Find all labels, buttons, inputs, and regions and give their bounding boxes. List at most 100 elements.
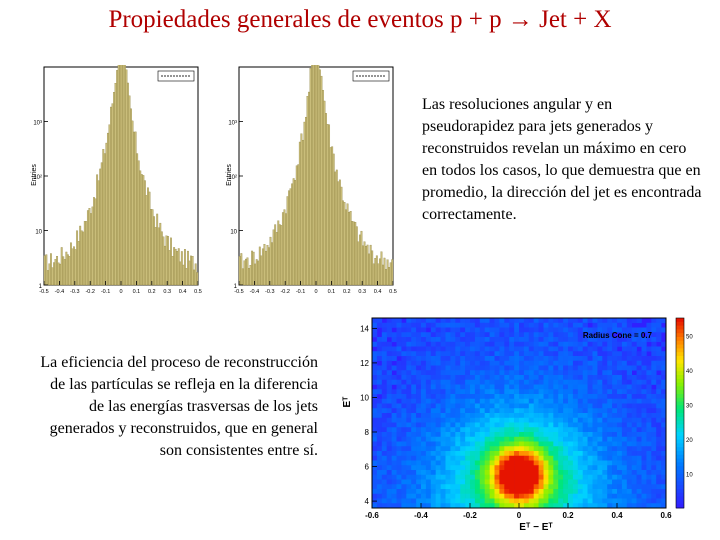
- heatmap-cell: [455, 479, 461, 485]
- heatmap-cell: [533, 474, 539, 480]
- heatmap-cell: [479, 498, 485, 504]
- heatmap-cell: [607, 479, 613, 485]
- heatmap-cell: [641, 351, 647, 357]
- heatmap-cell: [445, 417, 451, 423]
- heatmap-cell: [533, 327, 539, 333]
- heatmap-cell: [626, 427, 632, 433]
- heatmap-cell: [602, 365, 608, 371]
- heatmap-cell: [430, 365, 436, 371]
- heatmap-cell: [641, 451, 647, 457]
- heatmap-cell: [381, 413, 387, 419]
- heatmap-cell: [396, 465, 402, 471]
- heatmap-cell: [514, 436, 520, 442]
- heatmap-cell: [641, 360, 647, 366]
- heatmap-cell: [592, 322, 598, 328]
- heatmap-cell: [656, 318, 662, 324]
- heatmap-cell: [626, 436, 632, 442]
- heatmap-cell: [612, 432, 618, 438]
- heatmap-cell: [563, 322, 569, 328]
- hist-bar: [133, 131, 136, 286]
- heatmap-cell: [661, 375, 667, 381]
- heatmap-cell: [440, 493, 446, 499]
- heatmap-cell: [641, 493, 647, 499]
- heatmap-cell: [543, 337, 549, 343]
- heatmap-cell: [494, 432, 500, 438]
- heatmap-cell: [504, 436, 510, 442]
- heatmap-cell: [430, 318, 436, 324]
- heatmap-cell: [523, 484, 530, 490]
- heatmap-cell: [656, 375, 662, 381]
- heatmap-cell: [602, 337, 608, 343]
- heatmap-cell: [602, 379, 608, 385]
- heatmap-cell: [661, 498, 667, 504]
- heatmap-cell: [572, 451, 579, 457]
- heatmap-cell: [416, 375, 422, 381]
- heatmap-cell: [381, 365, 387, 371]
- heatmap-cell: [499, 332, 505, 338]
- heatmap-cell: [661, 422, 667, 428]
- heatmap-cell: [411, 413, 417, 419]
- x-tick-label: -0.6: [365, 511, 379, 520]
- heatmap-cell: [406, 398, 412, 404]
- heatmap-cell: [592, 346, 598, 352]
- heatmap-cell: [391, 318, 397, 324]
- heatmap-cell: [435, 479, 441, 485]
- heatmap-cell: [401, 479, 407, 485]
- heatmap-cell: [509, 413, 515, 419]
- heatmap-cell: [621, 474, 628, 480]
- heatmap-cell: [631, 403, 637, 409]
- heatmap-cell: [445, 394, 451, 400]
- heatmap-cell: [450, 451, 456, 457]
- hist-bar: [86, 210, 89, 286]
- heatmap-cell: [465, 455, 471, 461]
- heatmap-cell: [489, 370, 495, 376]
- heatmap-cell: [656, 379, 662, 385]
- hist-bar: [137, 160, 140, 286]
- heatmap-cell: [450, 484, 456, 490]
- heatmap-cell: [563, 498, 569, 504]
- heatmap-cell: [582, 470, 588, 476]
- heatmap-cell: [411, 446, 417, 452]
- heatmap-cell: [646, 322, 652, 328]
- colorbar-segment: [676, 500, 684, 505]
- heatmap-cell: [440, 489, 446, 495]
- heatmap-cell: [563, 489, 569, 495]
- heatmap-cell: [494, 484, 500, 490]
- heatmap-cell: [592, 489, 598, 495]
- heatmap-cell: [455, 356, 461, 362]
- colorbar-segment: [676, 435, 684, 440]
- heatmap-cell: [646, 493, 652, 499]
- heatmap-cell: [450, 370, 456, 376]
- heatmap-cell: [577, 360, 583, 366]
- heatmap-cell: [558, 474, 564, 480]
- heatmap-cell: [636, 384, 642, 390]
- heatmap-cell: [656, 489, 662, 495]
- heatmap-cell: [411, 465, 417, 471]
- hist-bar: [243, 260, 246, 286]
- heatmap-cell: [646, 432, 652, 438]
- heatmap-cell: [543, 375, 549, 381]
- heatmap-cell: [519, 498, 525, 504]
- heatmap-cell: [636, 318, 642, 324]
- heatmap-cell: [568, 455, 574, 461]
- heatmap-cell: [538, 375, 544, 381]
- heatmap-cell: [523, 360, 530, 366]
- heatmap-cell: [479, 384, 485, 390]
- heatmap-cell: [455, 493, 461, 499]
- heatmap-cell: [386, 503, 392, 509]
- heatmap-cell: [572, 441, 579, 447]
- heatmap-cell: [621, 318, 628, 324]
- heatmap-cell: [617, 327, 623, 333]
- heatmap-cell: [499, 427, 505, 433]
- heatmap-cell: [636, 389, 642, 395]
- heatmap-cell: [612, 493, 618, 499]
- heatmap-cell: [514, 422, 520, 428]
- heatmap-cell: [641, 379, 647, 385]
- heatmap-cell: [558, 498, 564, 504]
- hist-bar: [308, 91, 310, 286]
- heatmap-cell: [563, 394, 569, 400]
- heatmap-cell: [474, 479, 481, 485]
- heatmap-cell: [592, 441, 598, 447]
- heatmap-cell: [523, 470, 530, 476]
- heatmap-cell: [406, 465, 412, 471]
